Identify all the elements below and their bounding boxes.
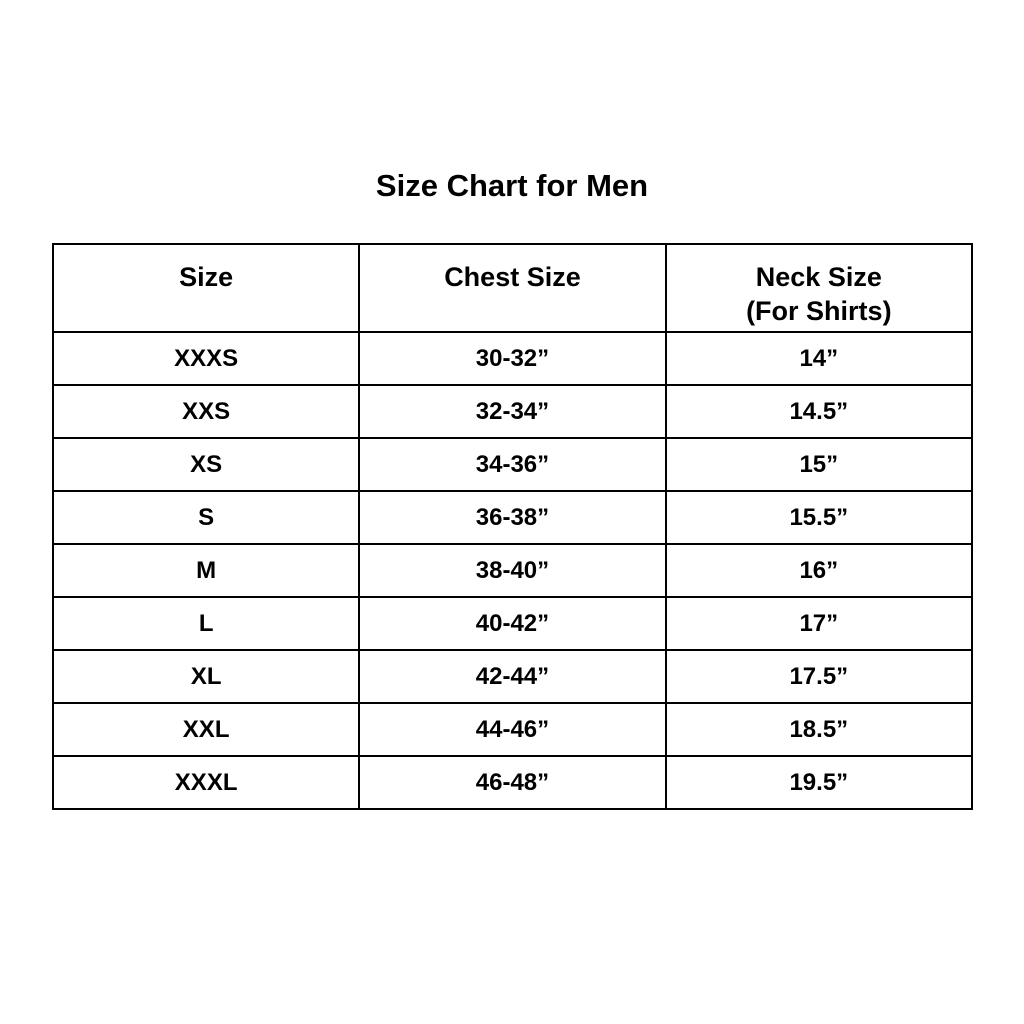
table-row: L 40-42” 17” [51, 596, 974, 651]
cell-size: M [51, 543, 361, 598]
cell-size: XXS [51, 384, 361, 439]
cell-neck: 14” [664, 331, 974, 386]
cell-size: XXL [51, 702, 361, 757]
cell-chest: 36-38” [358, 490, 667, 545]
cell-neck: 17” [664, 596, 974, 651]
cell-size: XXXL [51, 755, 361, 810]
cell-size: S [51, 490, 361, 545]
cell-size: L [51, 596, 361, 651]
cell-neck: 14.5” [664, 384, 974, 439]
cell-chest: 34-36” [358, 437, 667, 492]
header-neck-sub: (For Shirts) [746, 296, 892, 326]
cell-size: XS [51, 437, 361, 492]
page-title: Size Chart for Men [375, 168, 649, 203]
cell-neck: 16” [664, 543, 974, 598]
cell-neck: 15.5” [664, 490, 974, 545]
header-row: Size Chest Size Neck Size (For Shirts) [51, 243, 974, 333]
table-row: XXS 32-34” 14.5” [51, 384, 974, 439]
table-row: XXXL 46-48” 19.5” [51, 755, 974, 810]
cell-size: XXXS [51, 331, 361, 386]
cell-neck: 17.5” [664, 649, 974, 704]
table-row: S 36-38” 15.5” [51, 490, 974, 545]
cell-chest: 42-44” [358, 649, 667, 704]
cell-size: XL [51, 649, 361, 704]
table-row: XXL 44-46” 18.5” [51, 702, 974, 757]
cell-chest: 38-40” [358, 543, 667, 598]
cell-neck: 15” [664, 437, 974, 492]
cell-neck: 18.5” [664, 702, 974, 757]
header-chest: Chest Size [358, 243, 667, 333]
table-row: XL 42-44” 17.5” [51, 649, 974, 704]
cell-chest: 30-32” [358, 331, 667, 386]
table-row: XXXS 30-32” 14” [51, 331, 974, 386]
header-size: Size [51, 243, 361, 333]
cell-chest: 46-48” [358, 755, 667, 810]
header-neck: Neck Size (For Shirts) [664, 243, 974, 333]
table-row: XS 34-36” 15” [51, 437, 974, 492]
table-row: M 38-40” 16” [51, 543, 974, 598]
cell-chest: 44-46” [358, 702, 667, 757]
cell-neck: 19.5” [664, 755, 974, 810]
size-table: Size Chest Size Neck Size (For Shirts) X… [51, 243, 974, 810]
header-neck-label: Neck Size [755, 262, 882, 292]
cell-chest: 40-42” [358, 596, 667, 651]
cell-chest: 32-34” [358, 384, 667, 439]
